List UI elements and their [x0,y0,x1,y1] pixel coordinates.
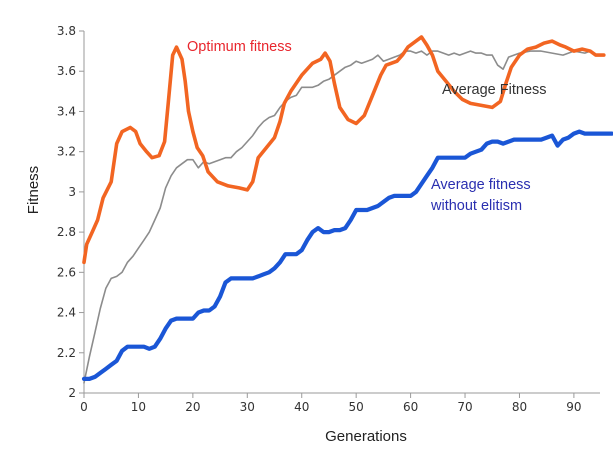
y-tick-label: 3.4 [57,104,76,118]
x-tick-label: 70 [457,400,472,414]
y-tick-label: 2.2 [57,346,76,360]
x-tick-label: 90 [566,400,581,414]
y-axis-title: Fitness [25,166,42,214]
series-line-optimum-fitness [82,35,606,265]
x-tick-label: 0 [80,400,88,414]
x-axis-title: Generations [325,428,407,445]
y-tick-label: 2.6 [57,265,76,279]
y-tick-label: 3.2 [57,145,76,159]
annotation-optimum-fitness: Optimum fitness [187,39,292,55]
annotation-average-fitness-without-elitism-line2: without elitism [430,198,522,214]
y-tick-label: 3.6 [57,64,76,78]
x-tick-label: 60 [403,400,418,414]
series-lines [81,35,613,384]
x-tick-label: 40 [294,400,309,414]
x-tick-label: 30 [240,400,255,414]
x-tick-label: 10 [131,400,146,414]
x-ticks: 0 10 20 30 40 50 60 70 80 90 [80,393,582,414]
x-tick-label: 80 [512,400,527,414]
y-tick-label: 2 [68,386,76,400]
series-line-average-fitness-without-elitism [81,129,613,381]
y-ticks: 2 2.2 2.4 2.6 2.8 3 3.2 3.4 3.6 3.8 [57,24,84,400]
x-tick-label: 50 [349,400,364,414]
y-tick-label: 2.4 [57,306,76,320]
y-tick-label: 3 [68,185,76,199]
annotation-average-fitness-without-elitism-line1: Average fitness [431,177,531,193]
y-tick-label: 2.8 [57,225,76,239]
y-tick-label: 3.8 [57,24,76,38]
x-tick-label: 20 [185,400,200,414]
annotation-average-fitness: Average Fitness [442,82,547,98]
axes [83,31,600,394]
series-line-average-fitness [83,50,592,384]
